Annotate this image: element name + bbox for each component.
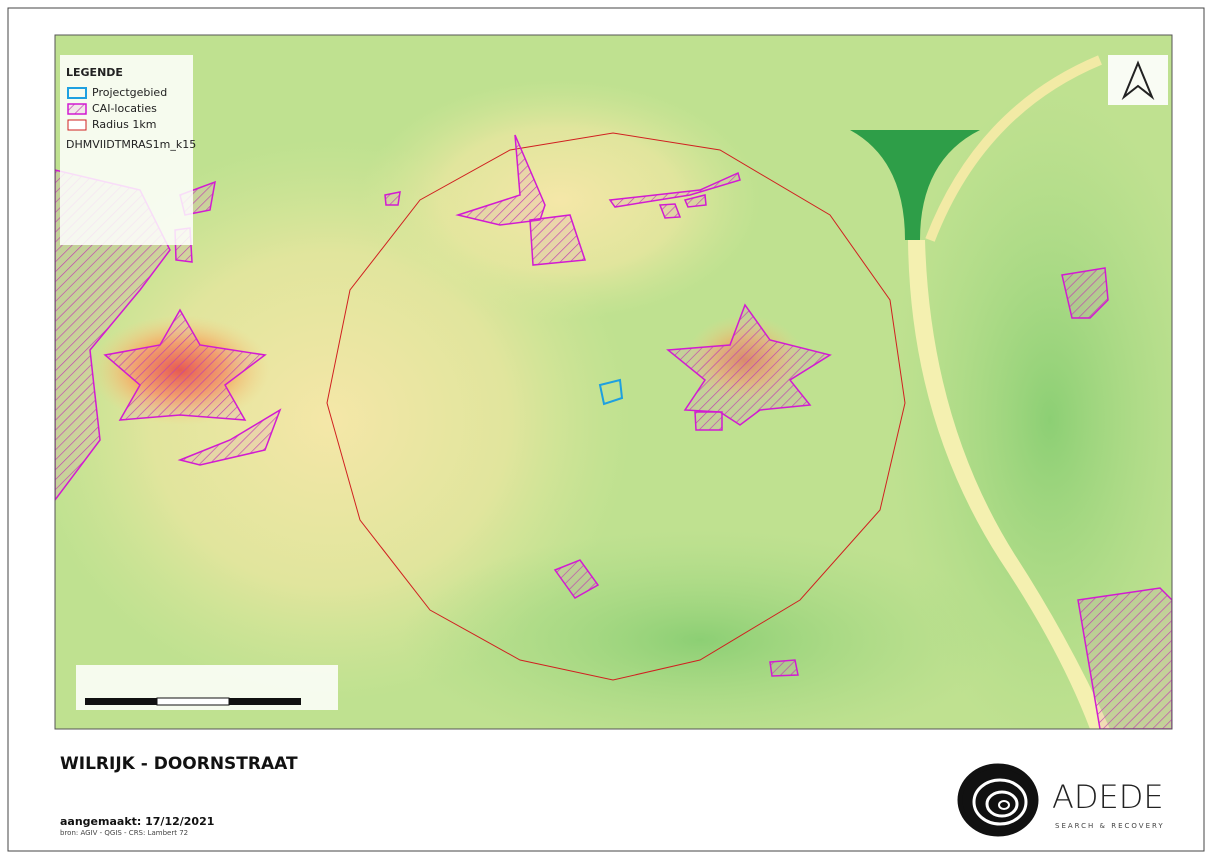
created-date: aangemaakt: 17/12/2021 xyxy=(60,815,214,828)
map xyxy=(55,35,1172,729)
legend-item: Projectgebied xyxy=(92,86,167,99)
source: bron: AGIV - QGIS - CRS: Lambert 72 xyxy=(60,829,188,837)
logo-tagline: SEARCH & RECOVERY xyxy=(1055,822,1165,830)
legend-item: Radius 1km xyxy=(92,118,156,131)
project-area xyxy=(598,378,624,406)
map-title: WILRIJK - DOORNSTRAAT xyxy=(60,754,298,774)
logo: ADEDE SEARCH & RECOVERY xyxy=(957,763,1165,837)
north-arrow xyxy=(1108,55,1168,105)
page-border xyxy=(7,7,1205,852)
legend: LEGENDE Projectgebied CAI-locaties Radiu… xyxy=(60,55,196,245)
scale-bar xyxy=(76,665,338,710)
legend-title: LEGENDE xyxy=(66,66,123,79)
map-frame xyxy=(54,34,1173,730)
cai-locations xyxy=(55,134,1172,729)
legend-raster-title: DHMVIIDTMRAS1m_k15 xyxy=(66,138,196,151)
legend-item: CAI-locaties xyxy=(92,102,157,115)
logo-name: ADEDE xyxy=(1052,778,1164,816)
